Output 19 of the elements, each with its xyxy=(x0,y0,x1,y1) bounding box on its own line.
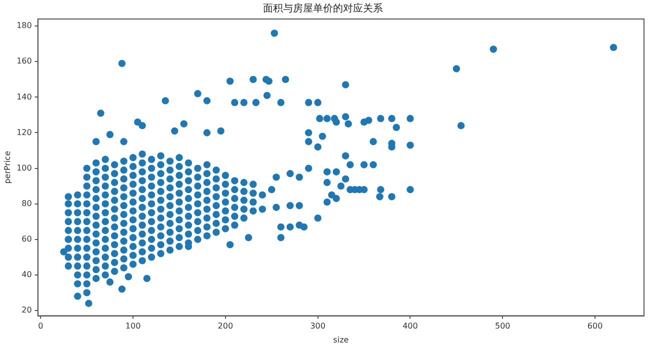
y-tick-label: 60 xyxy=(22,234,32,244)
y-tick-label: 180 xyxy=(16,21,32,30)
x-tick-label: 300 xyxy=(310,322,326,331)
x-tick-label: 500 xyxy=(494,322,510,331)
chart-title: 面积与房屋单价的对应关系 xyxy=(263,2,383,15)
y-tick-label: 140 xyxy=(16,92,32,102)
x-tick-label: 0 xyxy=(38,322,44,331)
y-tick-label: 80 xyxy=(22,198,32,208)
y-tick-label: 120 xyxy=(16,128,32,137)
y-axis-title: perPrice xyxy=(2,150,12,184)
x-tick-label: 400 xyxy=(402,322,418,331)
y-tick-label: 40 xyxy=(22,270,32,279)
x-tick-label: 200 xyxy=(218,322,234,331)
x-tick-label: 600 xyxy=(587,322,603,331)
x-axis-title: size xyxy=(333,335,349,344)
y-tick-label: 160 xyxy=(16,56,32,66)
y-tick-label: 20 xyxy=(22,306,32,315)
y-tick-label: 100 xyxy=(16,163,32,172)
x-tick-label: 100 xyxy=(125,322,141,331)
